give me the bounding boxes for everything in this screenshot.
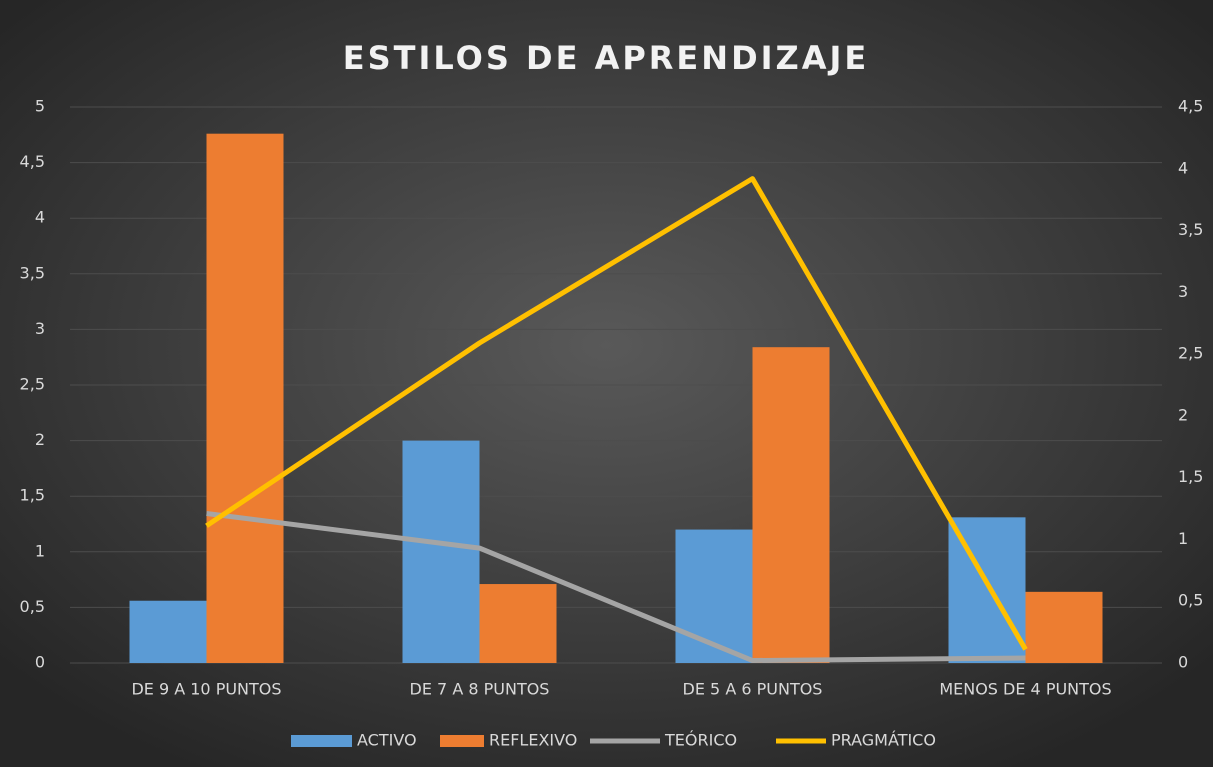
y2-tick-label: 1 [1178,529,1188,548]
y2-tick-label: 2,5 [1178,344,1203,363]
legend-label: PRAGMÁTICO [831,731,936,750]
line-series [205,176,1028,651]
bar [206,133,284,664]
x-tick-label: MENOS DE 4 PUNTOS [939,680,1111,699]
bar [479,584,557,663]
bar [1025,591,1103,663]
y-tick-label: 2 [35,430,45,449]
y-tick-label: 0,5 [20,597,45,616]
legend-swatch [291,735,352,747]
y-tick-label: 4,5 [20,152,45,171]
bar [752,347,830,663]
legend-label: REFLEXIVO [489,731,577,750]
y2-tick-label: 4,5 [1178,97,1203,116]
y2-tick-label: 3,5 [1178,220,1203,239]
y-tick-label: 1 [35,541,45,560]
y2-tick-label: 1,5 [1178,467,1203,486]
y2-tick-label: 3 [1178,282,1188,301]
y2-tick-label: 2 [1178,405,1188,424]
legend-swatch [440,735,484,747]
x-tick-label: DE 7 A 8 PUNTOS [410,680,550,699]
chart-title: ESTILOS DE APRENDIZAJE [343,39,870,77]
x-tick-label: DE 5 A 6 PUNTOS [683,680,823,699]
y2-tick-label: 0,5 [1178,591,1203,610]
legend-label: ACTIVO [357,731,417,750]
line-series [206,511,1026,664]
y-tick-label: 3,5 [20,263,45,282]
y-tick-label: 0 [35,653,45,672]
x-tick-label: DE 9 A 10 PUNTOS [131,680,281,699]
y2-tick-label: 0 [1178,653,1188,672]
bar [402,440,480,663]
legend-label: TEÓRICO [664,731,737,750]
y-tick-label: 4 [35,208,45,227]
y-tick-label: 5 [35,97,45,116]
y2-tick-label: 4 [1178,158,1188,177]
y-tick-label: 1,5 [20,486,45,505]
bar [129,600,207,663]
y-tick-label: 2,5 [20,375,45,394]
y-tick-label: 3 [35,319,45,338]
bar [675,529,753,663]
